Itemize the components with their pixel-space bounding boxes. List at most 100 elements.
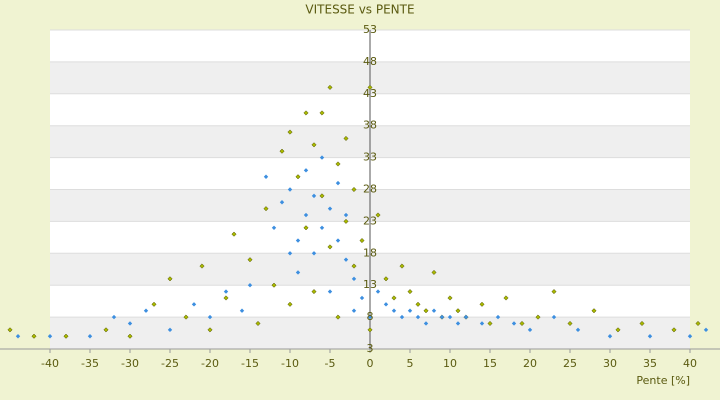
x-tick-label: 5 bbox=[407, 357, 414, 370]
point bbox=[359, 237, 365, 244]
point bbox=[335, 180, 341, 186]
point bbox=[367, 314, 373, 320]
point bbox=[383, 302, 389, 307]
point bbox=[671, 327, 677, 333]
point bbox=[327, 84, 333, 90]
point bbox=[255, 320, 261, 327]
x-tick-label: -25 bbox=[161, 357, 179, 370]
x-tick-label: 40 bbox=[683, 357, 697, 370]
point bbox=[287, 129, 293, 135]
point bbox=[207, 314, 213, 320]
point bbox=[535, 314, 541, 320]
chart-title: VITESSE vs PENTE bbox=[305, 3, 414, 17]
point bbox=[487, 320, 493, 327]
point bbox=[223, 289, 229, 294]
point bbox=[551, 289, 557, 295]
point bbox=[351, 263, 357, 269]
point bbox=[343, 257, 349, 262]
point bbox=[367, 84, 373, 90]
point bbox=[431, 308, 437, 313]
point bbox=[247, 257, 253, 263]
x-tick-label: -40 bbox=[41, 357, 59, 370]
y-tick-label: 33 bbox=[363, 151, 377, 164]
point bbox=[151, 301, 157, 307]
point bbox=[167, 327, 173, 333]
x-tick-label: 0 bbox=[367, 357, 374, 370]
point bbox=[127, 333, 133, 339]
point bbox=[239, 308, 245, 313]
x-axis-label: Pente [%] bbox=[636, 374, 690, 387]
point bbox=[295, 238, 301, 243]
point bbox=[335, 161, 341, 167]
point bbox=[407, 289, 413, 295]
point bbox=[207, 327, 213, 333]
point bbox=[63, 333, 69, 339]
point bbox=[479, 321, 485, 326]
x-tick-label: 35 bbox=[643, 357, 657, 370]
x-tick-label: -5 bbox=[325, 357, 336, 370]
point bbox=[311, 193, 317, 199]
y-tick-label: 48 bbox=[363, 55, 377, 68]
point bbox=[111, 314, 117, 320]
point bbox=[431, 269, 437, 275]
point bbox=[199, 263, 205, 269]
point bbox=[303, 225, 309, 231]
x-tick-label: -15 bbox=[241, 357, 259, 370]
point bbox=[391, 295, 397, 301]
point bbox=[303, 110, 309, 116]
point bbox=[247, 283, 253, 288]
point bbox=[295, 270, 301, 275]
point bbox=[191, 302, 197, 307]
point bbox=[399, 263, 405, 269]
point bbox=[279, 148, 285, 154]
point bbox=[351, 186, 357, 193]
point bbox=[303, 168, 309, 173]
point bbox=[391, 308, 397, 313]
point bbox=[455, 321, 461, 326]
point bbox=[263, 174, 269, 179]
point bbox=[351, 308, 357, 313]
point bbox=[351, 276, 357, 282]
y-tick-label: 53 bbox=[363, 23, 377, 36]
point bbox=[359, 295, 365, 301]
point bbox=[615, 327, 621, 333]
x-tick-label: 30 bbox=[603, 357, 617, 370]
point bbox=[311, 251, 317, 256]
point bbox=[287, 251, 293, 256]
point bbox=[343, 218, 349, 224]
point bbox=[295, 174, 301, 180]
x-tick-label: 10 bbox=[443, 357, 457, 370]
x-tick-label: -10 bbox=[281, 357, 299, 370]
point bbox=[311, 289, 317, 295]
point bbox=[319, 110, 325, 116]
point bbox=[319, 155, 325, 160]
point bbox=[327, 244, 333, 250]
point bbox=[335, 314, 341, 320]
point bbox=[271, 225, 277, 230]
y-tick-label: 23 bbox=[363, 214, 377, 227]
point bbox=[647, 334, 653, 339]
point bbox=[31, 333, 37, 339]
point bbox=[167, 276, 173, 282]
x-tick-label: -35 bbox=[81, 357, 99, 370]
x-tick-label: 15 bbox=[483, 357, 497, 370]
point bbox=[47, 334, 53, 339]
point bbox=[143, 308, 149, 313]
point bbox=[383, 276, 389, 282]
y-tick-label: 8 bbox=[367, 310, 374, 323]
point bbox=[327, 289, 333, 294]
point bbox=[231, 231, 237, 237]
point bbox=[183, 314, 189, 320]
point bbox=[343, 212, 349, 218]
y-tick-label: 3 bbox=[367, 342, 374, 355]
point bbox=[591, 308, 597, 314]
point bbox=[575, 327, 581, 333]
point bbox=[567, 320, 573, 327]
point bbox=[415, 314, 421, 320]
x-tick-label: -30 bbox=[121, 357, 139, 370]
point bbox=[703, 327, 709, 333]
point bbox=[103, 327, 109, 333]
point bbox=[423, 308, 429, 314]
point bbox=[319, 225, 325, 230]
